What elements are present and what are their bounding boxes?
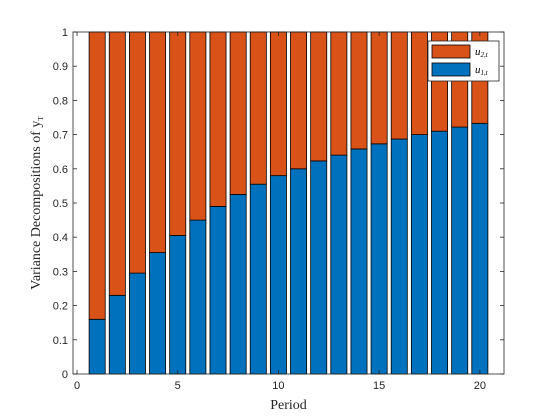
bar-series1-period-8 — [229, 194, 247, 375]
bar-series1-period-15 — [370, 143, 388, 375]
legend-label-series1: u1,t — [475, 64, 489, 77]
bar-series1-period-5 — [169, 235, 187, 375]
legend-label-series2: u2,t — [475, 46, 489, 59]
y-tick-label: 0.2 — [53, 301, 68, 313]
bar-series2-period-7 — [209, 31, 227, 207]
bar-series2-period-3 — [128, 31, 146, 274]
bar-series2-period-17 — [410, 31, 428, 135]
bar-series2-period-4 — [149, 31, 167, 253]
y-axis-label-main: Variance Decompositions of y — [29, 121, 44, 290]
bar-series1-period-16 — [390, 138, 408, 375]
y-tick-label: 0.8 — [53, 95, 68, 107]
bar-series1-period-7 — [209, 206, 227, 375]
bar-series2-period-15 — [370, 31, 388, 145]
bar-series1-period-4 — [149, 252, 167, 375]
bar-series1-period-2 — [108, 294, 126, 375]
x-tick-label: 10 — [272, 380, 284, 392]
bar-series2-period-14 — [350, 31, 368, 150]
bar-series2-period-2 — [108, 31, 126, 296]
bar-series2-period-16 — [390, 31, 408, 140]
x-tick-label: 0 — [74, 380, 80, 392]
bar-series1-period-20 — [471, 122, 489, 375]
y-tick-label: 0.7 — [53, 130, 68, 142]
legend-swatch-series1 — [431, 62, 471, 77]
bar-series2-period-13 — [330, 31, 348, 156]
bar-series2-period-5 — [169, 31, 187, 236]
bar-series2-period-1 — [88, 31, 106, 320]
bar-series2-period-11 — [290, 31, 308, 170]
legend-label-main: u — [475, 64, 481, 76]
bar-series1-period-13 — [330, 154, 348, 375]
y-tick-label: 0.4 — [53, 232, 68, 244]
y-tick-label: 1 — [62, 27, 68, 39]
y-tick-label: 0.6 — [53, 164, 68, 176]
y-tick-label: 0.5 — [53, 198, 68, 210]
bar-series1-period-1 — [88, 318, 106, 375]
x-tick-label: 20 — [474, 380, 486, 392]
bar-series2-period-9 — [249, 31, 267, 185]
bar-series1-period-18 — [431, 130, 449, 375]
bar-series2-period-12 — [310, 31, 328, 162]
bar-series1-period-11 — [290, 168, 308, 375]
y-tick-label: 0.1 — [53, 335, 68, 347]
x-axis-label: Period — [270, 398, 307, 413]
legend-label-main: u — [475, 46, 481, 58]
legend-label-sub: 1,t — [481, 69, 489, 77]
y-tick-label: 0.3 — [53, 266, 68, 278]
y-tick-label: 0 — [62, 369, 68, 381]
x-tick-label: 5 — [175, 380, 181, 392]
bar-series1-period-14 — [350, 148, 368, 375]
y-tick-label: 0.9 — [53, 61, 68, 73]
bar-series2-period-10 — [269, 31, 287, 177]
y-axis-label-sub: T — [37, 116, 45, 121]
bar-series1-period-19 — [451, 126, 469, 375]
bars-group — [88, 31, 489, 375]
bar-series1-period-10 — [269, 175, 287, 375]
legend-swatch-series2 — [431, 44, 471, 59]
bar-series2-period-6 — [189, 31, 207, 221]
y-axis-label: Variance Decompositions of yT — [29, 116, 45, 290]
legend-label-sub: 2,t — [481, 51, 489, 59]
bar-series1-period-6 — [189, 219, 207, 375]
bar-series1-period-9 — [249, 183, 267, 375]
bar-series1-period-12 — [310, 160, 328, 375]
axes-group: 00.10.20.30.40.50.60.70.80.910 5 10 15 20 — [53, 27, 505, 392]
bar-series1-period-3 — [128, 272, 146, 375]
x-tick-label: 15 — [373, 380, 385, 392]
bar-series1-period-17 — [410, 134, 428, 375]
bar-series2-period-8 — [229, 31, 247, 195]
legend: u2,tu1,t — [427, 40, 500, 82]
